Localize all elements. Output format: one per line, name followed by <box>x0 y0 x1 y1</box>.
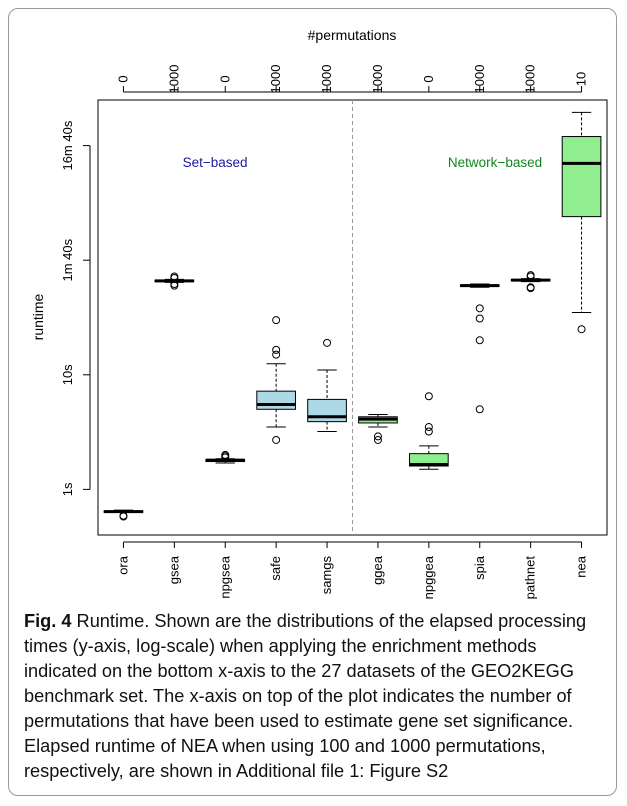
outlier-point <box>424 392 433 401</box>
outlier-point <box>475 405 484 414</box>
runtime-boxplot-chart: #permutations runtime 1s 10s 1m 40s 16m 40s… <box>30 27 608 600</box>
permutation-count-label: 0 <box>217 75 232 82</box>
box-series <box>103 111 602 521</box>
outlier-point <box>577 325 586 334</box>
box-pathnet <box>510 271 551 293</box>
outlier-point <box>170 281 179 290</box>
box-samgs <box>307 338 347 433</box>
outlier-point <box>272 345 281 354</box>
outlier-point <box>272 350 281 359</box>
permutation-count-label: 1000 <box>166 65 181 94</box>
figure-label: Fig. 4 <box>24 611 72 631</box>
y-tick-label: 1s <box>60 482 75 496</box>
permutation-count-label: 1000 <box>370 65 385 94</box>
permutation-count-label: 1000 <box>472 65 487 94</box>
outlier-point <box>323 338 332 347</box>
outlier-point <box>526 283 535 292</box>
outlier-point <box>119 511 128 520</box>
outlier-point <box>475 314 484 323</box>
outlier-point <box>424 427 433 436</box>
method-label: gsea <box>166 555 181 584</box>
permutation-count-label: 0 <box>115 75 130 82</box>
method-label: ora <box>115 555 130 575</box>
method-label: safe <box>268 556 283 581</box>
outlier-point <box>272 316 281 325</box>
outlier-point <box>424 423 433 432</box>
method-label: nea <box>574 555 589 577</box>
caption-text: Runtime. Shown are the distributions of … <box>24 611 587 781</box>
box-ora <box>103 509 144 521</box>
method-label: npgsea <box>217 555 232 598</box>
group-label-set-based: Set−based <box>183 155 248 170</box>
outlier-point <box>475 304 484 313</box>
box-nea <box>561 111 602 334</box>
box-npggea <box>409 392 449 470</box>
outlier-point <box>272 435 281 444</box>
box-ggea <box>358 414 398 444</box>
outlier-point <box>526 271 535 280</box>
outlier-point <box>221 450 230 459</box>
method-label: pathnet <box>523 556 538 600</box>
permutation-count-label: 0 <box>421 75 436 82</box>
figure-caption: Fig. 4 Runtime. Shown are the distributi… <box>24 609 609 784</box>
iqr-box <box>561 136 602 218</box>
y-tick-label: 16m 40s <box>60 120 75 170</box>
y-axis-label: runtime <box>30 293 46 340</box>
top-axis-title: #permutations <box>308 27 397 43</box>
box-npgsea <box>205 450 246 464</box>
box-gsea <box>154 272 195 290</box>
y-tick-label: 10s <box>60 364 75 385</box>
permutation-count-label: 10 <box>574 72 589 86</box>
outlier-point <box>373 432 382 441</box>
outlier-point <box>170 272 179 281</box>
y-axis: 1s 10s 1m 40s 16m 40s <box>60 120 91 496</box>
outlier-point <box>373 435 382 444</box>
iqr-box <box>256 390 296 410</box>
permutation-count-label: 1000 <box>319 65 334 94</box>
method-label: ggea <box>370 555 385 585</box>
method-label: spia <box>472 555 487 580</box>
outlier-point <box>475 336 484 345</box>
box-safe <box>256 316 296 444</box>
group-label-network-based: Network−based <box>448 155 542 170</box>
box-spia <box>459 283 500 414</box>
top-axis: 0 1000 0 1000 1000 1000 0 1000 1000 10 <box>115 65 588 94</box>
method-label: samgs <box>319 556 334 595</box>
method-label: npggea <box>421 555 436 599</box>
iqr-box <box>409 453 449 467</box>
y-tick-label: 1m 40s <box>60 238 75 281</box>
bottom-axis: ora gsea npgsea safe samgs ggea npggea spia path… <box>115 541 589 600</box>
permutation-count-label: 1000 <box>523 65 538 94</box>
iqr-box <box>307 398 347 423</box>
permutation-count-label: 1000 <box>268 65 283 94</box>
